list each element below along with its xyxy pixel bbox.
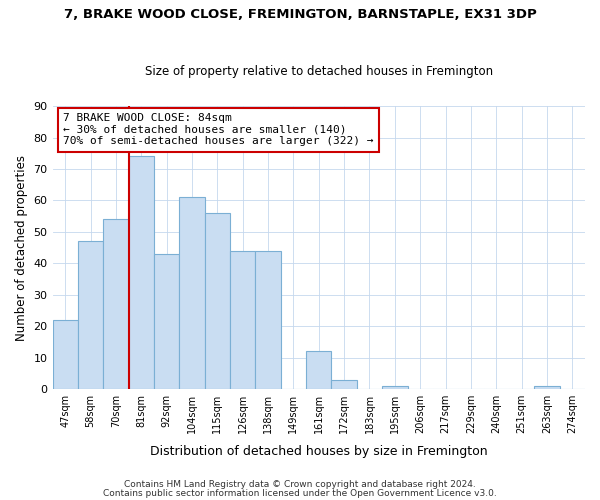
Bar	[534, 386, 560, 389]
Text: 7, BRAKE WOOD CLOSE, FREMINGTON, BARNSTAPLE, EX31 3DP: 7, BRAKE WOOD CLOSE, FREMINGTON, BARNSTA…	[64, 8, 536, 20]
Bar	[230, 250, 256, 389]
Bar	[331, 380, 357, 389]
X-axis label: Distribution of detached houses by size in Fremington: Distribution of detached houses by size …	[150, 444, 488, 458]
Bar	[179, 198, 205, 389]
Bar	[154, 254, 179, 389]
Bar	[256, 250, 281, 389]
Text: Contains public sector information licensed under the Open Government Licence v3: Contains public sector information licen…	[103, 488, 497, 498]
Bar	[128, 156, 154, 389]
Bar	[103, 220, 128, 389]
Text: Contains HM Land Registry data © Crown copyright and database right 2024.: Contains HM Land Registry data © Crown c…	[124, 480, 476, 489]
Bar	[205, 213, 230, 389]
Text: 7 BRAKE WOOD CLOSE: 84sqm
← 30% of detached houses are smaller (140)
70% of semi: 7 BRAKE WOOD CLOSE: 84sqm ← 30% of detac…	[63, 113, 374, 146]
Y-axis label: Number of detached properties: Number of detached properties	[15, 154, 28, 340]
Bar	[382, 386, 407, 389]
Bar	[53, 320, 78, 389]
Title: Size of property relative to detached houses in Fremington: Size of property relative to detached ho…	[145, 66, 493, 78]
Bar	[78, 242, 103, 389]
Bar	[306, 352, 331, 389]
